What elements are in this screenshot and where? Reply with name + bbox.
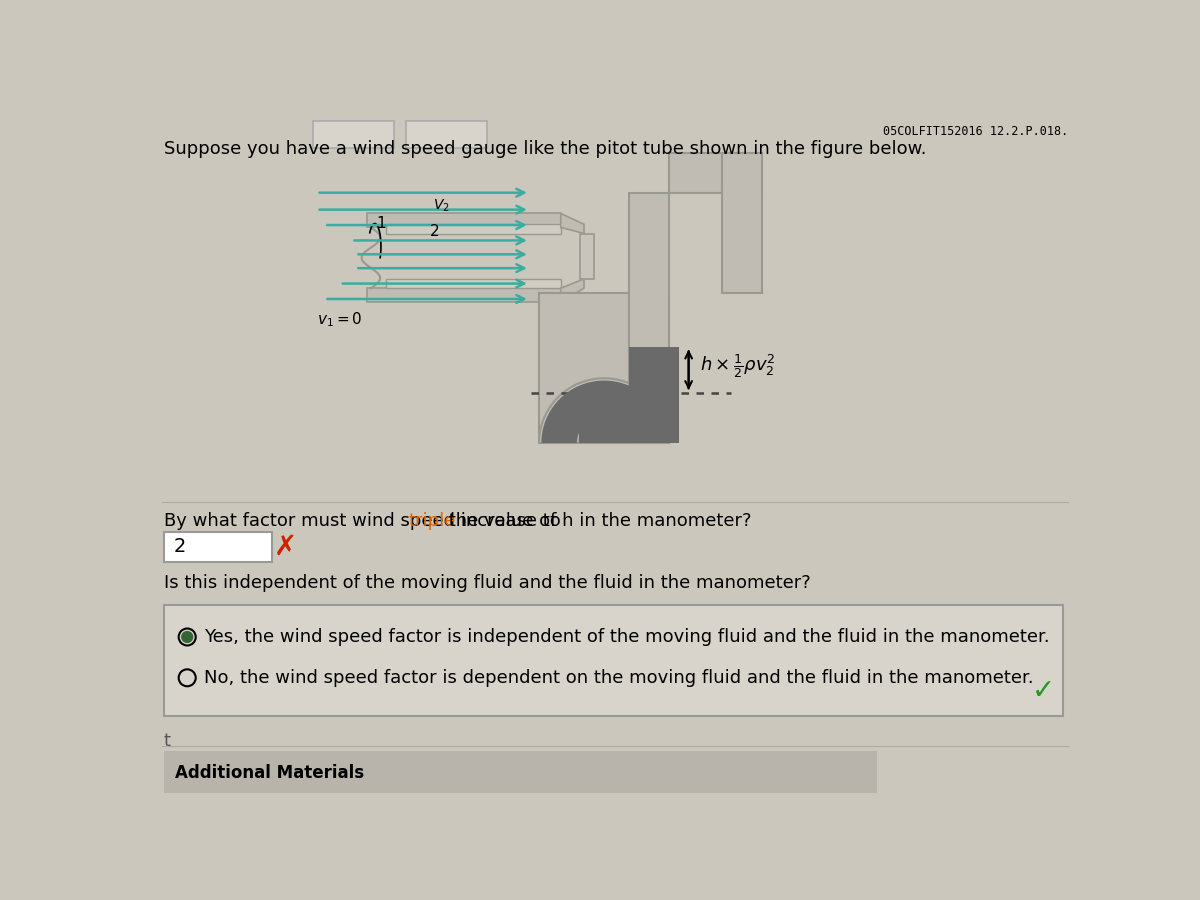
Bar xyxy=(406,122,487,148)
Text: Additional Materials: Additional Materials xyxy=(175,763,364,781)
Text: $V_2$: $V_2$ xyxy=(433,198,450,214)
Circle shape xyxy=(180,670,194,685)
Text: No, the wind speed factor is dependent on the moving fluid and the fluid in the : No, the wind speed factor is dependent o… xyxy=(204,669,1034,687)
Bar xyxy=(539,292,670,443)
Bar xyxy=(386,224,560,233)
Text: Suppose you have a wind speed gauge like the pitot tube shown in the figure belo: Suppose you have a wind speed gauge like… xyxy=(164,140,926,158)
Text: 2: 2 xyxy=(173,537,186,556)
Text: t: t xyxy=(164,732,170,750)
Bar xyxy=(580,393,629,443)
Bar xyxy=(313,122,394,148)
Text: ✓: ✓ xyxy=(1032,677,1055,705)
Text: $1$: $1$ xyxy=(376,215,386,231)
Bar xyxy=(164,605,1063,716)
Text: Is this independent of the moving fluid and the fluid in the manometer?: Is this independent of the moving fluid … xyxy=(164,574,811,592)
Bar xyxy=(629,346,678,443)
Text: triple: triple xyxy=(409,512,456,530)
Circle shape xyxy=(181,632,193,643)
Bar xyxy=(367,288,560,302)
Bar xyxy=(670,153,762,193)
Text: $v_1=0$: $v_1=0$ xyxy=(317,310,362,329)
Text: $2$: $2$ xyxy=(430,223,439,239)
Text: ✗: ✗ xyxy=(274,533,298,561)
Polygon shape xyxy=(539,378,670,443)
Polygon shape xyxy=(541,381,667,443)
Text: By what factor must wind speed increase to: By what factor must wind speed increase … xyxy=(164,512,566,530)
Bar xyxy=(164,751,877,793)
Text: Yes, the wind speed factor is independent of the moving fluid and the fluid in t: Yes, the wind speed factor is independen… xyxy=(204,628,1050,646)
Text: the value of h in the manometer?: the value of h in the manometer? xyxy=(443,512,751,530)
Text: $h \times \frac{1}{2}\rho v_2^2$: $h \times \frac{1}{2}\rho v_2^2$ xyxy=(701,352,775,380)
Bar xyxy=(164,532,272,562)
Bar xyxy=(722,153,762,292)
Polygon shape xyxy=(560,213,584,233)
Text: By what factor must wind speed increase to triple the value of h in the manomete: By what factor must wind speed increase … xyxy=(164,512,923,530)
Bar xyxy=(629,193,670,443)
Polygon shape xyxy=(560,279,584,302)
Bar xyxy=(580,233,594,279)
Text: 05COLFIT152016 12.2.P.018.: 05COLFIT152016 12.2.P.018. xyxy=(883,125,1068,138)
Bar xyxy=(386,279,560,288)
Bar xyxy=(367,213,560,228)
